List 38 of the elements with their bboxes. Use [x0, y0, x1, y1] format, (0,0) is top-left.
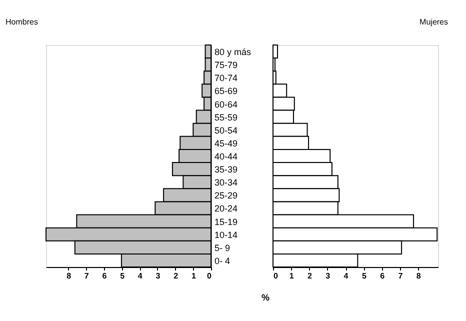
x-tick-label: 7: [398, 272, 404, 280]
x-tick-label: 7: [84, 272, 90, 280]
x-tick-label: 6: [102, 272, 108, 280]
x-tick-label: 8: [416, 272, 422, 280]
x-tick-label: 1: [289, 272, 294, 280]
y-tick-label: 60-64: [214, 99, 238, 110]
y-tick-label: 15-19: [214, 216, 238, 227]
x-tick-label: 4: [344, 272, 349, 280]
y-tick-label: 20-24: [214, 204, 238, 214]
y-tick-label: 75-79: [214, 60, 238, 70]
y-tick-label: 0- 4: [214, 256, 230, 266]
x-tick-label: 4: [138, 272, 143, 280]
x-tick-label: 2: [308, 272, 313, 280]
x-tick-label: 2: [174, 272, 179, 280]
y-tick-label: 35-39: [214, 164, 238, 175]
x-tick-label: 5: [362, 272, 367, 280]
x-tick-label: 1: [191, 272, 196, 280]
y-tick-label: 30-34: [214, 178, 238, 188]
x-tick-label: 0: [274, 272, 278, 280]
y-tick-label: 45-49: [214, 138, 238, 148]
y-tick-label: 10-14: [214, 230, 238, 240]
y-tick-label: 55-59: [214, 112, 238, 122]
y-tick-label: 65-69: [214, 86, 238, 96]
x-tick-label: 3: [326, 272, 331, 280]
x-tick-label: 3: [156, 272, 161, 280]
y-tick-label: 5- 9: [214, 242, 230, 253]
chart-title: Mujeres: [420, 18, 448, 26]
chart-title: Hombres: [6, 18, 38, 26]
x-tick-label: 0: [207, 272, 212, 280]
x-tick-label: 6: [380, 272, 386, 280]
x-axis-title: %: [262, 292, 270, 302]
x-tick-label: 5: [120, 272, 126, 280]
y-tick-label: 70-74: [214, 73, 238, 84]
y-tick-label: 25-29: [214, 190, 238, 201]
y-tick-label: 40-44: [214, 152, 238, 162]
x-tick-label: 8: [66, 272, 72, 280]
y-tick-label: 80 y más: [214, 47, 252, 58]
y-tick-label: 50-54: [214, 125, 238, 136]
